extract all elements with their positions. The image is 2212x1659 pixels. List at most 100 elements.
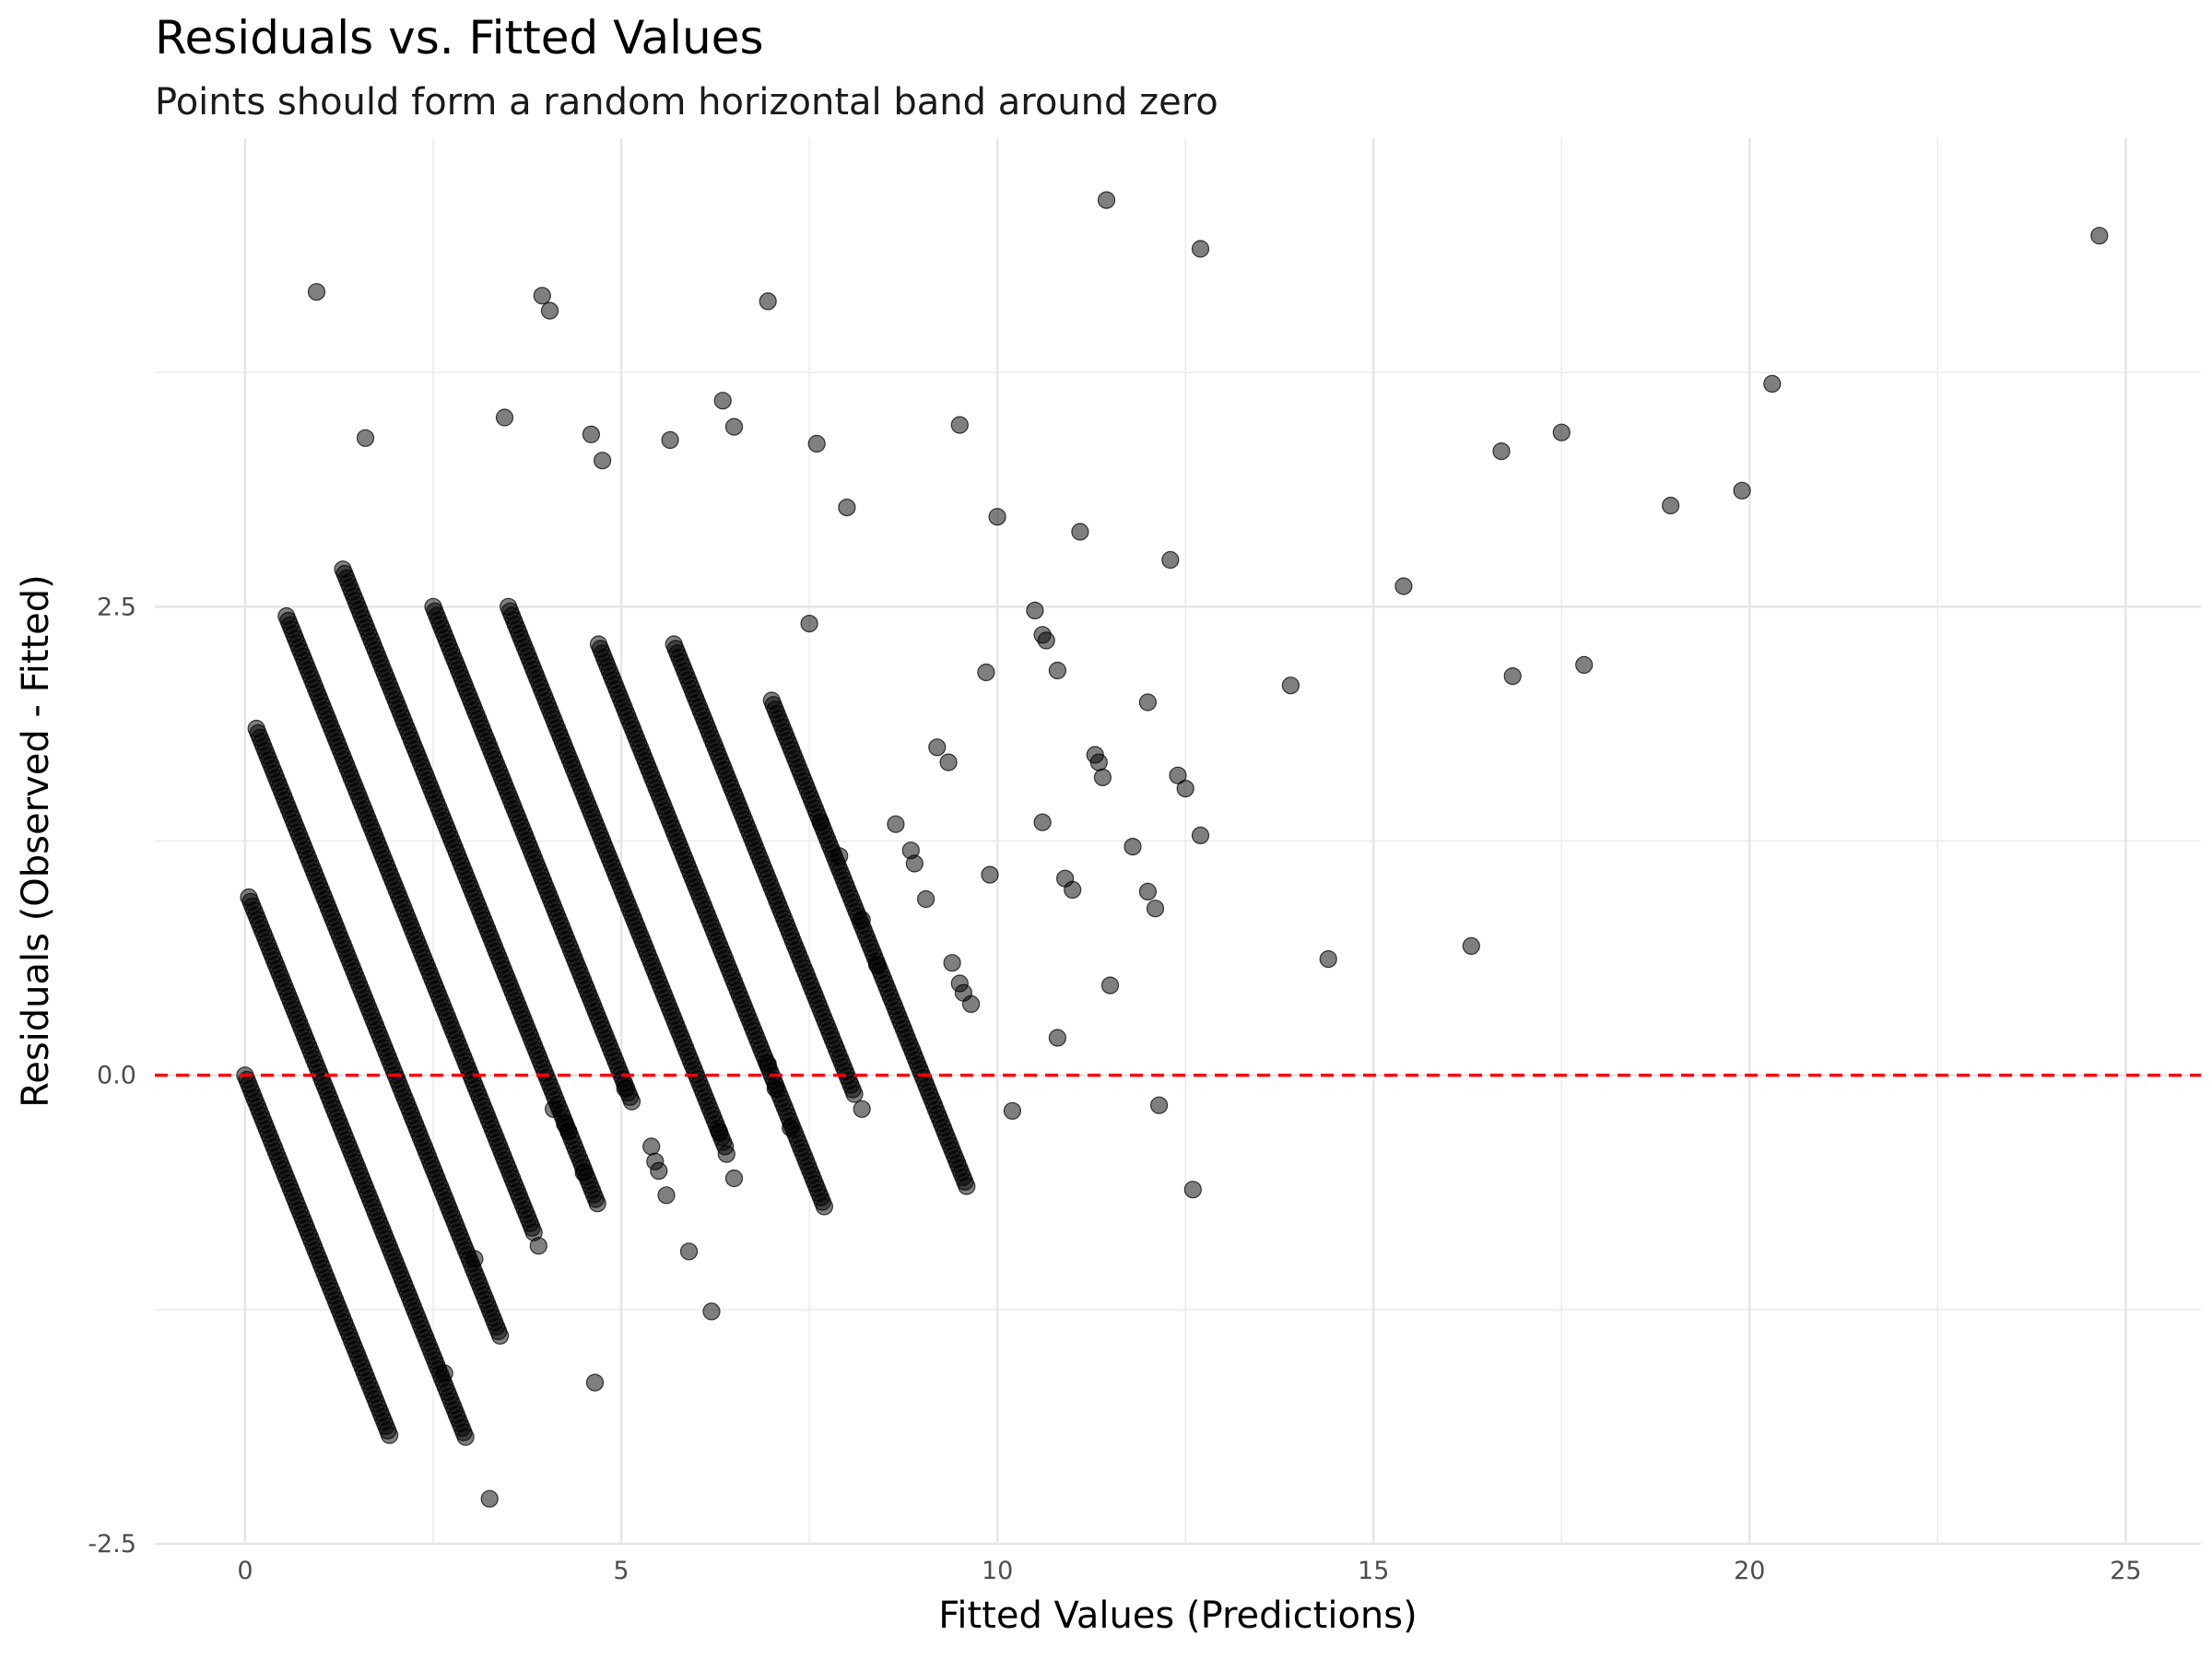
data-point	[977, 663, 995, 682]
data-point	[710, 1123, 728, 1141]
data-point	[853, 1100, 871, 1118]
data-point	[657, 1186, 676, 1205]
data-point	[782, 1118, 800, 1137]
data-point	[1492, 442, 1511, 461]
data-point	[1048, 1029, 1067, 1047]
data-point	[943, 954, 961, 972]
data-point	[529, 1237, 547, 1255]
data-point	[1281, 677, 1300, 695]
data-point	[1071, 523, 1089, 541]
data-point	[582, 425, 601, 443]
data-point	[679, 1242, 699, 1261]
data-point	[540, 301, 559, 320]
data-point	[981, 865, 999, 884]
data-point	[939, 753, 958, 771]
y-axis-title: Residuals (Observed - Fitted)	[15, 574, 57, 1108]
data-point	[435, 1364, 453, 1382]
data-point	[1575, 655, 1594, 675]
data-point	[1169, 766, 1187, 784]
x-tick-label: 0	[237, 1557, 253, 1585]
data-point	[1176, 779, 1194, 798]
data-point	[1161, 550, 1180, 570]
data-point	[1138, 882, 1158, 901]
data-point	[1003, 1101, 1022, 1120]
data-point	[381, 1426, 399, 1444]
data-point	[1183, 1181, 1202, 1199]
x-tick-label: 5	[613, 1557, 629, 1585]
data-point	[480, 1489, 499, 1508]
data-point	[1048, 661, 1067, 680]
x-tick-label: 25	[2110, 1557, 2141, 1585]
data-point	[867, 956, 887, 974]
data-point	[713, 392, 732, 410]
data-point	[1093, 768, 1112, 787]
x-tick-label: 15	[1358, 1557, 1389, 1585]
data-point	[588, 1194, 606, 1213]
y-tick-label: 0.0	[97, 1062, 136, 1090]
data-point	[988, 508, 1006, 526]
data-point	[1733, 481, 1751, 500]
data-point	[905, 854, 924, 873]
x-tick-label: 10	[982, 1557, 1013, 1585]
data-point	[724, 1169, 744, 1188]
data-point	[702, 1302, 721, 1321]
data-point	[642, 1137, 661, 1156]
data-point	[1149, 1096, 1169, 1114]
data-point	[307, 283, 326, 301]
data-point	[916, 889, 935, 909]
y-tick-label: 2.5	[97, 593, 136, 621]
data-point	[544, 1100, 563, 1118]
data-point	[800, 614, 818, 633]
data-point	[759, 1054, 777, 1074]
data-point	[1394, 577, 1413, 595]
chart-title: Residuals vs. Fitted Values	[155, 11, 764, 65]
data-point	[853, 911, 871, 929]
data-point	[928, 738, 947, 757]
data-point	[1138, 693, 1158, 712]
chart-subtitle: Points should form a random horizontal b…	[155, 81, 1218, 124]
data-point	[1037, 631, 1055, 650]
data-point	[1661, 496, 1680, 515]
data-point	[456, 1428, 475, 1446]
data-point	[845, 1085, 864, 1103]
data-point	[495, 408, 514, 427]
data-point	[593, 452, 612, 470]
data-point	[717, 1145, 735, 1163]
data-point	[766, 1079, 784, 1098]
axes: 0 5 10 15 20 25 -2.5 0.0 2.5	[88, 593, 2141, 1585]
data-point	[661, 430, 679, 449]
data-point	[2090, 227, 2109, 245]
data-point	[724, 418, 744, 436]
data-point	[950, 416, 969, 434]
data-point	[1763, 374, 1782, 393]
data-point	[961, 994, 981, 1014]
data-point	[1191, 826, 1210, 845]
data-point	[1100, 976, 1120, 994]
data-point	[1097, 191, 1116, 209]
data-point	[1064, 880, 1082, 900]
data-point	[533, 287, 551, 305]
data-point	[490, 1326, 510, 1345]
y-tick-label: -2.5	[88, 1530, 136, 1559]
data-point	[1033, 813, 1052, 831]
data-point	[1124, 837, 1142, 856]
data-point	[1462, 936, 1480, 956]
data-point	[887, 815, 905, 833]
x-tick-label: 20	[1734, 1557, 1765, 1585]
data-point	[811, 813, 830, 831]
data-point	[585, 1373, 605, 1392]
data-point	[1552, 423, 1571, 441]
data-point	[650, 1161, 668, 1181]
data-point	[830, 847, 849, 865]
data-point	[958, 1177, 976, 1195]
data-point	[815, 1197, 834, 1216]
data-point	[1089, 753, 1108, 771]
data-point	[1191, 240, 1210, 258]
grid-lines	[155, 138, 2201, 1546]
data-point	[1146, 900, 1165, 918]
data-point	[807, 434, 826, 453]
data-point	[838, 498, 856, 517]
data-point	[759, 292, 777, 311]
data-point	[1319, 949, 1337, 969]
